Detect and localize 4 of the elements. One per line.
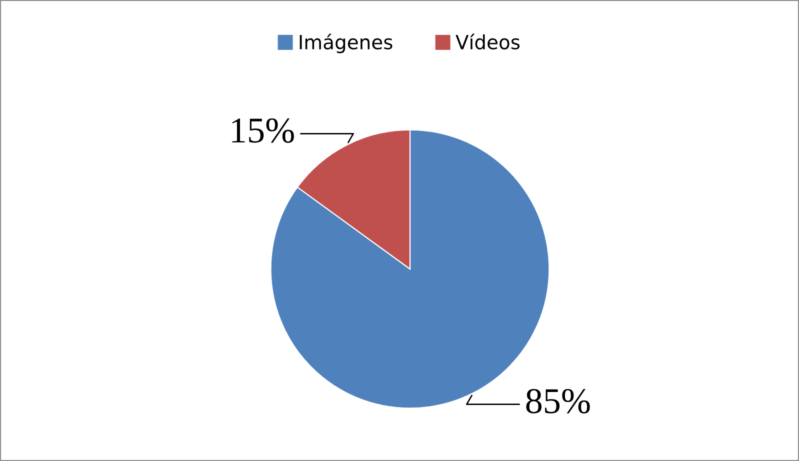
legend-label: Imágenes [300, 34, 392, 54]
data-label: 85% [526, 388, 590, 414]
legend-label: Vídeos [456, 34, 520, 50]
data-label: 15% [232, 118, 294, 143]
